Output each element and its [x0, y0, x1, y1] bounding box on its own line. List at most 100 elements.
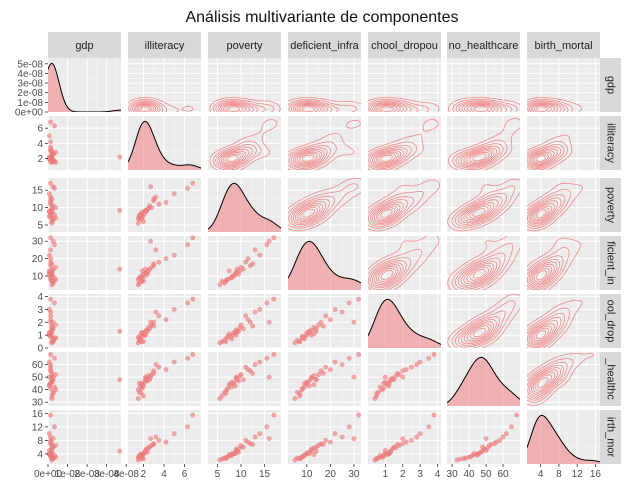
point-illiteracy-school_dropout	[185, 300, 191, 306]
x-tick-label: 30	[348, 469, 360, 480]
point-poverty-no_healthcare	[234, 377, 240, 383]
point-gdp-poverty	[50, 184, 56, 190]
point-school_dropout-birth_mortal	[388, 448, 394, 454]
point-gdp-illiteracy	[52, 123, 57, 129]
point-deficient_infra-no_healthcare	[311, 382, 317, 388]
point-school_dropout-no_healthcare	[381, 380, 387, 386]
panel-bg	[48, 294, 121, 348]
point-school_dropout-no_healthcare	[431, 352, 437, 357]
y-tick-label: 30	[32, 237, 44, 248]
x-tick-label: 20	[325, 469, 337, 480]
y-tick-label: 8	[37, 436, 43, 447]
point-poverty-school_dropout	[237, 324, 243, 330]
strip-label-right: poverty	[605, 187, 617, 224]
point-school_dropout-no_healthcare	[388, 377, 394, 383]
strip-top-birth_mortal	[527, 32, 600, 58]
point-gdp-deficient_infra	[49, 268, 55, 274]
y-tick-label: 2e-08	[17, 88, 43, 99]
y-tick-label: 30	[32, 398, 44, 409]
point-school_dropout-no_healthcare	[400, 374, 406, 380]
x-tick-label: 40	[464, 469, 476, 480]
point-gdp-school_dropout	[52, 300, 57, 306]
point-deficient_infra-no_healthcare	[306, 383, 312, 389]
strip-label-top: gdp	[75, 40, 93, 52]
density-contour-deficient_infra-poverty	[288, 178, 361, 232]
point-gdp-school_dropout	[117, 328, 123, 334]
point-gdp-poverty	[48, 180, 54, 186]
point-no_healthcare-birth_mortal	[500, 434, 506, 440]
point-deficient_infra-school_dropout	[297, 339, 303, 345]
point-poverty-school_dropout	[271, 296, 277, 302]
point-school_dropout-birth_mortal	[431, 412, 437, 418]
point-gdp-school_dropout	[48, 309, 54, 315]
point-deficient_infra-birth_mortal	[332, 431, 338, 437]
point-gdp-deficient_infra	[48, 235, 54, 241]
point-deficient_infra-school_dropout	[339, 309, 345, 315]
strip-label-right: ool_drop	[605, 300, 617, 343]
point-poverty-deficient_infra	[228, 275, 234, 281]
point-school_dropout-no_healthcare	[386, 383, 392, 389]
y-tick-label: 10	[32, 272, 44, 283]
strip-label-top: no_healthcare	[449, 40, 519, 52]
point-deficient_infra-no_healthcare	[313, 377, 319, 383]
point-gdp-school_dropout	[48, 296, 54, 302]
point-poverty-no_healthcare	[225, 385, 231, 391]
density-fill-school_dropout	[368, 299, 441, 348]
point-school_dropout-birth_mortal	[381, 452, 387, 458]
point-gdp-deficient_infra	[49, 261, 55, 267]
point-gdp-poverty	[49, 220, 55, 226]
point-no_healthcare-birth_mortal	[488, 441, 494, 447]
point-gdp-poverty	[53, 205, 59, 211]
density-contour-school_dropout-illiteracy	[368, 119, 439, 170]
density-contour-birth_mortal-school_dropout	[527, 299, 583, 348]
point-gdp-poverty	[49, 196, 55, 202]
density-fill-illiteracy	[128, 121, 201, 170]
point-gdp-illiteracy	[48, 159, 54, 165]
point-illiteracy-no_healthcare	[171, 359, 177, 365]
strip-top-no_healthcare	[447, 32, 520, 58]
point-school_dropout-birth_mortal	[426, 424, 432, 430]
x-tick-label: 2	[141, 469, 147, 480]
density-contour-birth_mortal-poverty	[527, 182, 583, 232]
point-no_healthcare-birth_mortal	[483, 436, 489, 442]
density-contour-no_healthcare-deficient_infra	[447, 236, 520, 290]
point-poverty-birth_mortal	[257, 431, 263, 437]
point-illiteracy-no_healthcare	[136, 380, 142, 386]
point-illiteracy-school_dropout	[148, 319, 154, 325]
point-poverty-school_dropout	[257, 306, 263, 312]
point-deficient_infra-school_dropout	[311, 324, 317, 330]
x-tick-label: 8	[556, 469, 562, 480]
density-contour-no_healthcare-poverty	[447, 178, 520, 232]
point-poverty-deficient_infra	[266, 238, 272, 244]
point-deficient_infra-birth_mortal	[302, 452, 307, 458]
point-poverty-no_healthcare	[266, 374, 272, 380]
x-tick-label: 3	[417, 469, 423, 480]
point-no_healthcare-birth_mortal	[509, 424, 514, 430]
strip-top-deficient_infra	[288, 32, 361, 58]
point-illiteracy-school_dropout	[135, 340, 141, 346]
density-contour-deficient_infra-illiteracy	[288, 120, 361, 170]
point-illiteracy-poverty	[156, 201, 162, 207]
y-tick-label: 6	[37, 124, 43, 135]
density-contour-school_dropout-gdp	[368, 97, 440, 112]
point-deficient_infra-birth_mortal	[327, 439, 333, 445]
point-gdp-no_healthcare	[117, 377, 123, 383]
point-gdp-deficient_infra	[49, 282, 55, 288]
x-tick-label: 0e+00	[34, 469, 63, 480]
point-school_dropout-birth_mortal	[372, 457, 378, 463]
point-gdp-school_dropout	[48, 333, 54, 339]
point-illiteracy-birth_mortal	[136, 452, 142, 458]
point-deficient_infra-school_dropout	[302, 333, 307, 339]
point-poverty-deficient_infra	[217, 282, 223, 288]
panel-bg	[48, 178, 121, 232]
point-poverty-birth_mortal	[245, 439, 251, 445]
strip-right-school_dropout	[600, 294, 621, 348]
density-contour-deficient_infra-gdp	[288, 97, 361, 112]
x-tick-label: 1e-08	[55, 469, 81, 480]
point-deficient_infra-no_healthcare	[320, 370, 326, 376]
x-tick-label: 30	[447, 469, 459, 480]
point-deficient_infra-birth_mortal	[339, 434, 345, 440]
y-tick-label: 2	[37, 154, 43, 165]
point-poverty-deficient_infra	[232, 271, 238, 277]
x-tick-label: 5	[215, 469, 221, 480]
